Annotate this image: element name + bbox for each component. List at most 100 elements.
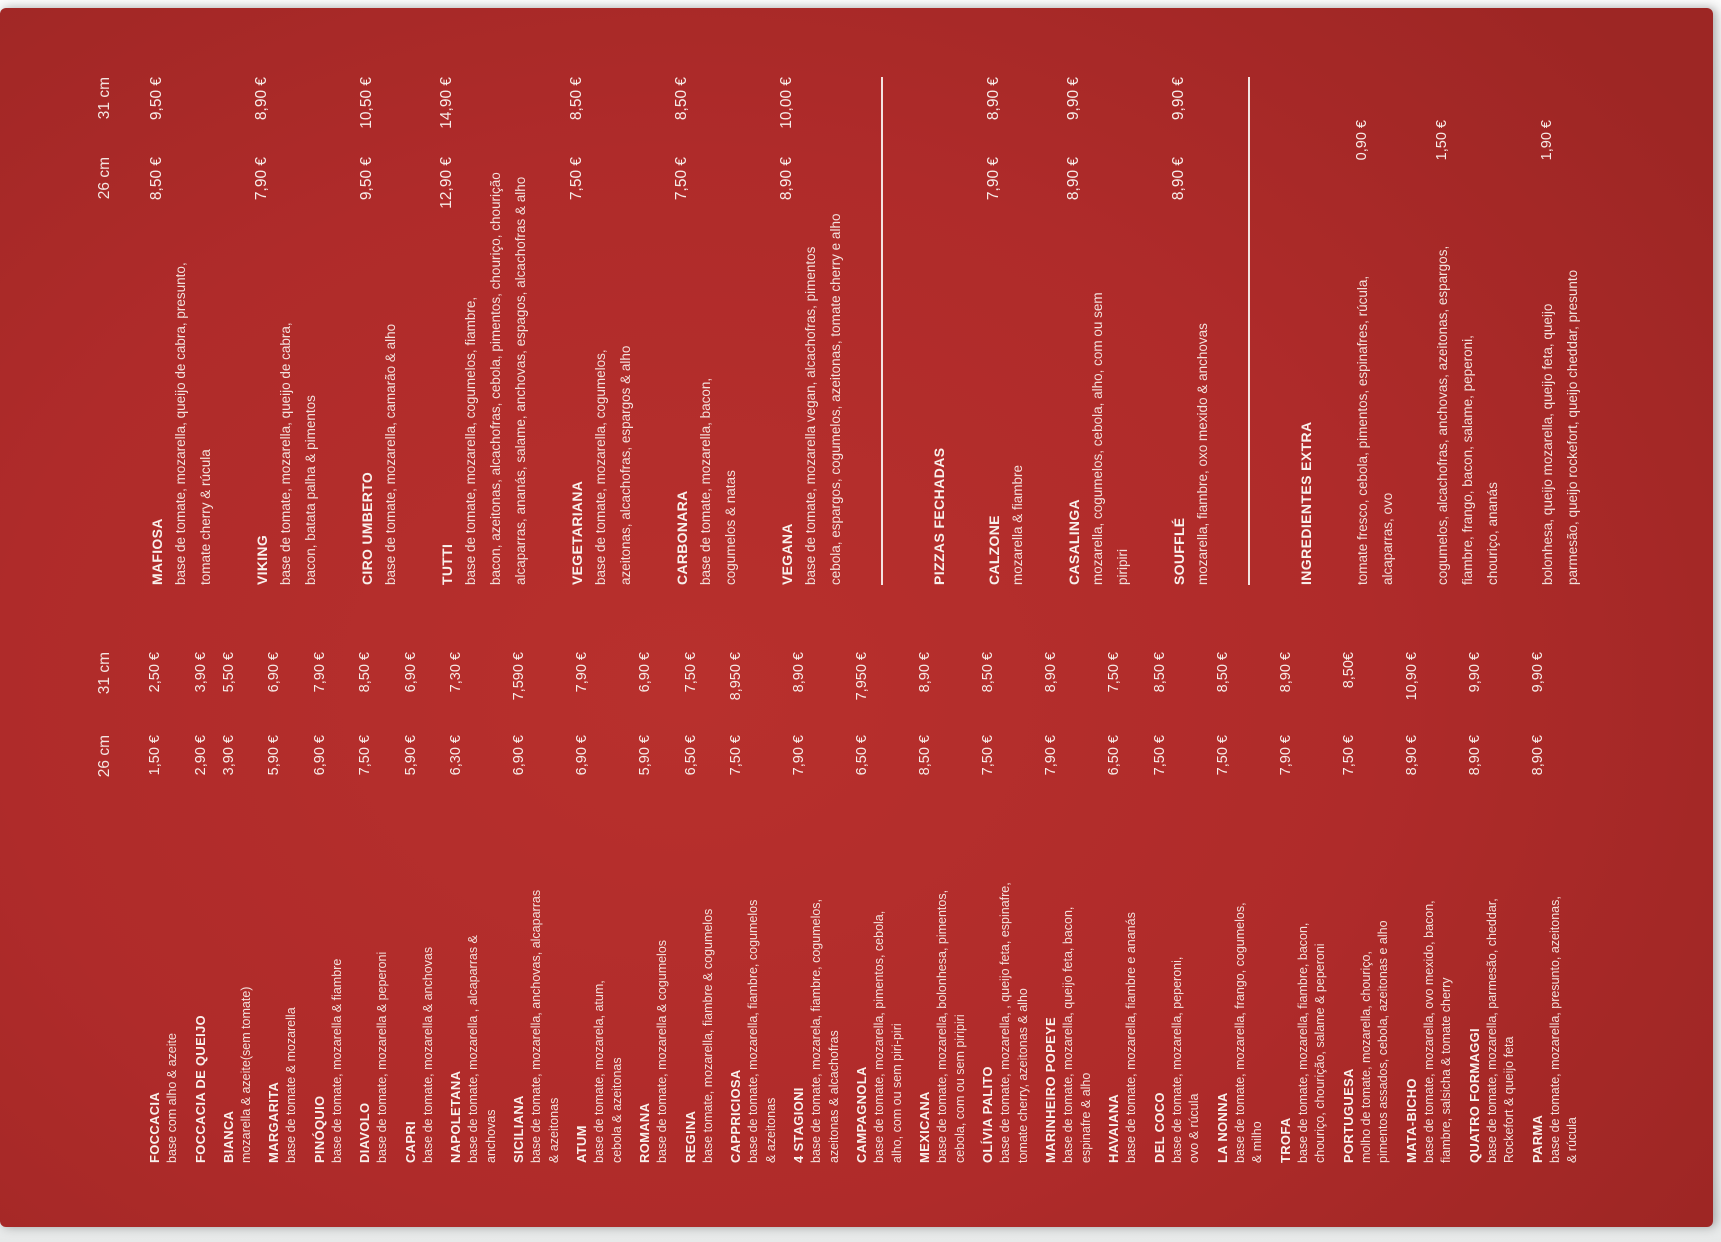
item-desc: base de tomate, mozarella, fiambre, baco… (1295, 818, 1330, 1163)
item-price-26cm: 6,90 € (511, 735, 527, 776)
item-name: VEGETARIANA (569, 480, 585, 585)
closed-pizzas-list: CALZONE mozarella & fiambre 7,90 € 8,90 … (983, 77, 1215, 585)
item-desc-line: base de tomate, mozarella, peperoni, (1169, 956, 1184, 1163)
item-price-26cm: 5,90 € (637, 735, 653, 776)
pizza-list-right: MAFIOSA base de tomate, mozarella, queij… (146, 77, 848, 585)
item-desc-line: cogumelos & natas (723, 470, 738, 585)
item-desc-line: base de tomate & mozarella (284, 1007, 298, 1163)
item-desc-line: cebola & azeitonas (609, 1057, 624, 1163)
item-desc-line: Rockefort & queijo feta (1502, 1036, 1516, 1163)
item-name-desc: MATA-BICHO base de tomate, mozarella, ov… (1403, 818, 1456, 1163)
item-name: OLÍVIA PALITO (980, 1066, 995, 1163)
item-desc: base de tomate, mozarella, frango, cogum… (1232, 818, 1267, 1163)
item-desc-line: azeitonas, alcachofras, espargos & alho (618, 345, 633, 585)
item-price-26cm: 7,50 € (980, 735, 996, 776)
item-name: PINÓQUIO (311, 1095, 327, 1163)
item-desc: base de tomate, mozarella, queijo feta, … (1060, 818, 1095, 1163)
item-price-31cm: 5,50 € (220, 652, 237, 693)
item-name: ATUM (574, 1125, 589, 1163)
item-name: FOCCACIA DE QUEIJO (192, 1015, 208, 1163)
menu-item-row: PINÓQUIO base de tomate, mozarella & fia… (311, 652, 347, 1163)
item-price-31cm: 7,50 € (1106, 652, 1122, 693)
item-price-26cm: 6,90 € (574, 735, 590, 776)
size-header-31cm: 31 cm (96, 652, 113, 695)
extra-desc: bolonhesa, queijo mozarella, queijo feta… (1535, 210, 1585, 585)
item-desc: base com alho & azeite (164, 818, 182, 1163)
item-name-desc: SICILIANA base de tomate, mozarella, anc… (510, 818, 563, 1163)
item-name-desc: CALZONE mozarella & fiambre (983, 237, 1030, 585)
menu-item-row: CALZONE mozarella & fiambre 7,90 € 8,90 … (983, 77, 1030, 585)
item-price-26cm: 7,90 € (1277, 735, 1294, 776)
item-name: CASALINGA (1066, 499, 1082, 585)
item-name: QUATRO FORMAGGI (1466, 1028, 1482, 1163)
item-price-31cm: 6,90 € (266, 652, 282, 693)
item-price-26cm: 7,50 € (1340, 735, 1357, 776)
menu-page: 26 cm 31 cm FOCCACIA base com alho & aze… (0, 8, 1713, 1227)
item-price-31cm: 8,90 € (1277, 652, 1294, 693)
item-name-desc: VEGANA base de tomate, mozarella vegan, … (776, 214, 848, 585)
item-desc: base de tomate, mozarella, fiambre, cogu… (745, 818, 780, 1163)
item-desc: base de tomate, mozarella, parmesão, che… (1484, 818, 1519, 1163)
item-desc-line: base de tomate, mozarella, parmesão, che… (1484, 898, 1499, 1163)
menu-item-row: CASALINGA mozarella, cogumelos, cebola, … (1063, 77, 1135, 585)
item-desc-line: bacon, batata palha & pimentos (303, 395, 318, 585)
item-name: CARBONARA (674, 490, 690, 585)
item-desc: base de tomate, mozarela, atum, cebola & … (591, 818, 626, 1163)
item-price-26cm: 7,50 € (673, 157, 690, 201)
item-price-31cm: 9,50 € (148, 77, 165, 121)
item-name-desc: CARBONARA base de tomate, mozarella, bac… (671, 237, 743, 585)
item-name-desc: CAPPRICIOSA base de tomate, mozarella, f… (727, 818, 780, 1163)
item-desc: mozarella & fiambre (1005, 237, 1030, 585)
item-name: DEL COCO (1151, 1092, 1167, 1163)
item-price-31cm: 8,50€ (1340, 652, 1357, 689)
size-header-left: 26 cm 31 cm (95, 652, 115, 1163)
item-desc: mozarella, fiambre, oxo mexido & anchova… (1190, 237, 1215, 585)
item-desc-line: base de tomate, mozarella, frango, cogum… (1232, 902, 1247, 1163)
item-price-26cm: 6,50 € (1106, 735, 1122, 776)
item-desc-line: base de tomate, mozarella, fiambre, baco… (1295, 922, 1310, 1163)
item-desc-line: alcaparras, ovo (1380, 492, 1395, 585)
menu-item-row: MATA-BICHO base de tomate, mozarella, ov… (1403, 652, 1456, 1163)
item-desc: base de tomate, mozarella, queijo de cab… (273, 237, 323, 585)
item-desc-line: piripiri (1115, 548, 1130, 585)
menu-item-row: TUTTI base de tomate, mozarella, cogumel… (436, 77, 533, 585)
menu-item-row: ROMANA base de tomate, mozarella & cogum… (636, 652, 672, 1163)
extra-item-row: bolonhesa, queijo mozarella, queijo feta… (1535, 120, 1585, 585)
item-price-26cm: 8,90 € (778, 157, 795, 201)
item-price-31cm: 10,90 € (1403, 652, 1420, 701)
item-price-31cm: 8,90 € (985, 77, 1002, 121)
item-name-desc: TROFA base de tomate, mozarella, fiambre… (1277, 818, 1330, 1163)
item-name: MEXICANA (917, 1091, 932, 1163)
item-desc-line: tomate cherry, azeitonas & alho (1015, 988, 1030, 1163)
item-price-26cm: 7,90 € (253, 157, 270, 201)
item-desc-line: base de tomate, mozarella, presunto, aze… (1547, 896, 1562, 1163)
item-name-desc: MAFIOSA base de tomate, mozarella, queij… (146, 237, 218, 585)
item-name-desc: REGINA base tomate, mozarella, fiambre &… (682, 818, 718, 1163)
item-desc-line: base de tomate, mozarella & fiambre (329, 958, 344, 1163)
item-price-26cm: 6,50 € (854, 735, 870, 776)
extra-ingredients-list: tomate fresco, cebola, pimentos, espinaf… (1350, 77, 1585, 585)
item-price-26cm: 7,50 € (1214, 735, 1231, 776)
item-name: REGINA (682, 1110, 698, 1163)
item-price-26cm: 7,50 € (1151, 735, 1168, 776)
item-desc-line: base de tomate, mozarella, bolonhesa, pi… (935, 889, 949, 1163)
section-divider (1248, 77, 1250, 585)
item-name: CAPRI (402, 1121, 418, 1163)
menu-item-row: DIAVOLO base de tomate, mozarella & pepe… (356, 652, 392, 1163)
item-desc-line: base de tomate, mozarela, fiambre, cogum… (809, 898, 823, 1163)
item-price-31cm: 10,00 € (778, 77, 795, 129)
item-name-desc: LA NONNA base de tomate, mozarella, fran… (1214, 818, 1267, 1163)
item-price-31cm: 9,90 € (1065, 77, 1082, 121)
item-name-desc: CAMPAGNOLA base de tomate, mozarella, pi… (853, 818, 906, 1163)
item-name-desc: FOCCACIA DE QUEIJO (192, 818, 210, 1163)
item-name-desc: BIANCA mozarella & azeite(sem tomate) (220, 818, 256, 1163)
item-name: MARGARITA (266, 1081, 281, 1163)
item-desc: base de tomate, mozarella, bolonhesa, pi… (934, 818, 969, 1163)
item-desc-line: anchovas (483, 1109, 498, 1163)
item-desc-line: chouriço, ananás (1485, 482, 1500, 585)
item-price-31cm: 8,50 € (980, 652, 996, 693)
item-desc-line: pimentos assados, cebola, azeitonas e al… (1376, 920, 1390, 1163)
item-price-31cm: 7,950 € (854, 652, 870, 701)
extra-desc: tomate fresco, cebola, pimentos, espinaf… (1350, 210, 1400, 585)
item-name: CIRO UMBERTO (359, 471, 375, 585)
